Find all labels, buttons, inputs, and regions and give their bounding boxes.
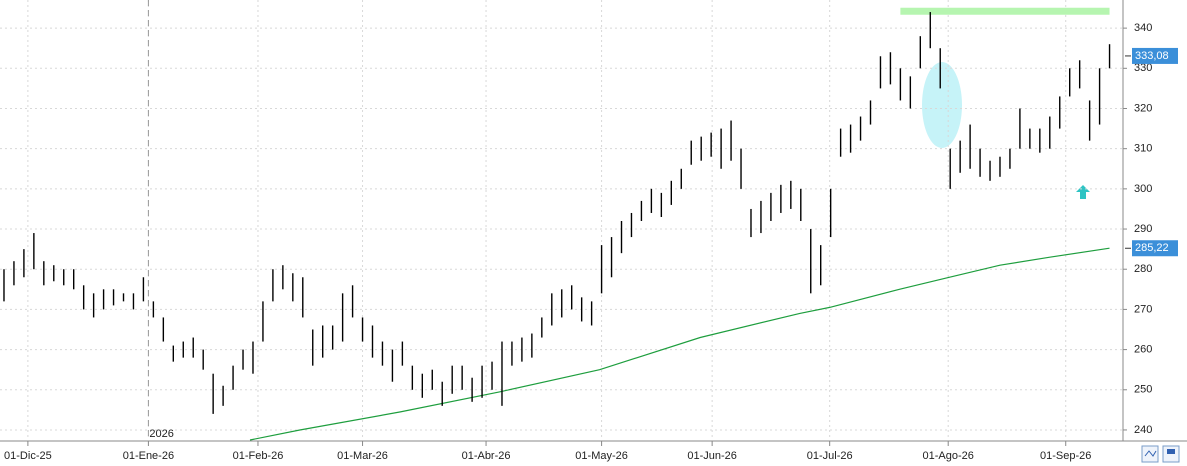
x-tick-label: 01-Sep-26 xyxy=(1040,450,1091,462)
y-tick-label: 300 xyxy=(1134,183,1152,195)
x-tick-label: 01-Abr-26 xyxy=(462,450,511,462)
y-tick-label: 310 xyxy=(1134,143,1152,155)
price-label-box xyxy=(1132,240,1178,257)
y-tick-label: 260 xyxy=(1134,343,1152,355)
x-tick-label: 01-Ene-26 xyxy=(123,450,174,462)
x-tick-label: 01-Feb-26 xyxy=(233,450,284,462)
y-tick-label: 330 xyxy=(1134,62,1152,74)
x-tick-label: 01-Jun-26 xyxy=(687,450,737,462)
price-label: 285,22 xyxy=(1135,242,1169,254)
y-tick-label: 290 xyxy=(1134,223,1152,235)
y-tick-label: 280 xyxy=(1134,263,1152,275)
plot-layer xyxy=(0,0,1122,440)
price-label: 333,08 xyxy=(1135,50,1169,62)
icon-button[interactable] xyxy=(1141,445,1159,463)
icon-glyph xyxy=(1144,450,1157,457)
x-tick-label: 01-Ago-26 xyxy=(923,450,974,462)
x-tick-label: 01-Mar-26 xyxy=(337,450,388,462)
y-tick-label: 270 xyxy=(1134,303,1152,315)
x-tick-label: 01-Jul-26 xyxy=(807,450,853,462)
y-tick-label: 250 xyxy=(1134,384,1152,396)
highlight-ellipse xyxy=(922,62,962,148)
y-tick-label: 340 xyxy=(1134,22,1152,34)
y-tick-label: 320 xyxy=(1134,102,1152,114)
price-label-box xyxy=(1132,47,1178,64)
x-tick-label: 01-May-26 xyxy=(575,450,628,462)
y-tick-label: 240 xyxy=(1134,424,1152,436)
year-label: 2026 xyxy=(149,428,173,440)
moving-average xyxy=(249,247,1110,441)
x-tick-label: 01-Dic-25 xyxy=(4,450,52,462)
icon-glyph xyxy=(1167,449,1175,454)
